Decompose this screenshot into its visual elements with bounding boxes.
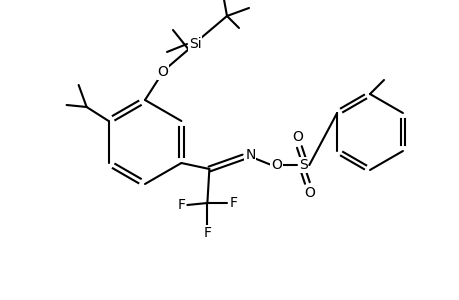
Text: F: F xyxy=(177,198,185,212)
Text: F: F xyxy=(229,196,237,210)
Text: N: N xyxy=(245,148,255,162)
Text: O: O xyxy=(270,158,281,172)
Text: S: S xyxy=(298,158,307,172)
Text: F: F xyxy=(203,226,211,240)
Text: Si: Si xyxy=(188,37,201,51)
Text: O: O xyxy=(291,130,302,144)
Text: O: O xyxy=(303,186,314,200)
Text: O: O xyxy=(157,65,168,79)
